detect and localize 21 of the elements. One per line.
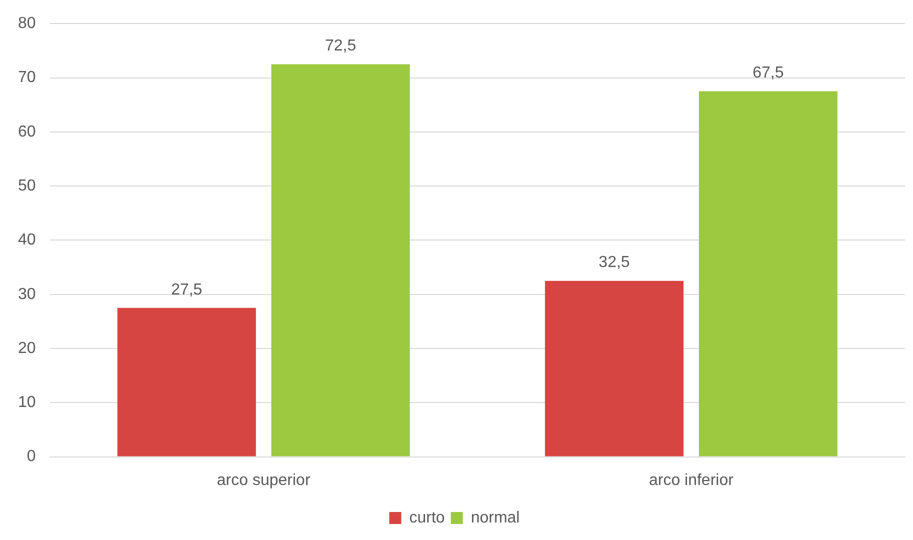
y-tick-label: 10 — [18, 394, 36, 412]
legend-label: curto — [409, 509, 445, 526]
bar — [544, 280, 684, 456]
data-label: 32,5 — [598, 254, 630, 272]
y-tick-label: 0 — [26, 448, 36, 466]
data-label: 67,5 — [752, 64, 784, 82]
y-tick-label: 80 — [18, 15, 36, 32]
legend-label: normal — [470, 509, 520, 526]
y-tick-label: 50 — [18, 177, 36, 194]
y-tick-label: 30 — [18, 286, 36, 303]
bar — [271, 64, 410, 456]
data-label: 27,5 — [171, 281, 202, 298]
y-tick-label: 60 — [18, 123, 36, 140]
data-label: 72,5 — [324, 38, 356, 55]
y-tick-label: 70 — [18, 69, 36, 86]
y-tick-label: 40 — [18, 232, 36, 249]
x-tick-label: arco superior — [216, 472, 311, 489]
y-tick-label: 20 — [18, 340, 36, 357]
bar — [117, 308, 256, 456]
bar — [698, 91, 838, 456]
x-tick-label: arco inferior — [648, 472, 734, 489]
